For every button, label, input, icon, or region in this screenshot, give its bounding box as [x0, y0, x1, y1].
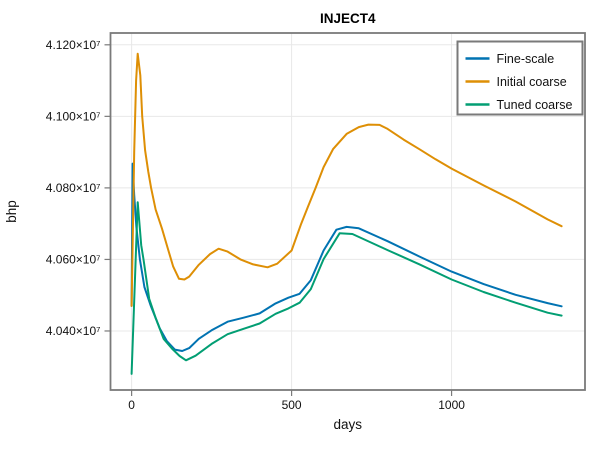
- legend-label-initial-coarse: Initial coarse: [497, 75, 567, 89]
- chart-title: INJECT4: [320, 11, 376, 26]
- gridlines: [110, 33, 585, 390]
- y-tick-label: 4.080×10⁷: [46, 181, 101, 195]
- x-tick-label: 500: [282, 398, 302, 412]
- legend: Fine-scale Initial coarse Tuned coarse: [456, 40, 584, 116]
- x-axis-label: days: [333, 417, 362, 432]
- y-axis-label: bhp: [4, 200, 19, 223]
- series-line-tuned-coarse: [130, 201, 563, 375]
- x-tick-label: 0: [128, 398, 135, 412]
- legend-label-tuned-coarse: Tuned coarse: [497, 98, 573, 112]
- y-tick-label: 4.060×10⁷: [46, 252, 101, 266]
- y-tick-label: 4.100×10⁷: [46, 109, 101, 123]
- y-tick-label: 4.120×10⁷: [46, 38, 101, 52]
- axis-ticks: 0 500 1000 4.040×10⁷ 4.060×10⁷ 4.080×10⁷ 4.100…: [46, 38, 465, 412]
- x-tick-label: 1000: [438, 398, 465, 412]
- y-tick-label: 4.040×10⁷: [46, 324, 101, 338]
- series-line-initial-coarse: [130, 52, 563, 307]
- legend-label-fine-scale: Fine-scale: [497, 52, 555, 66]
- plot-border: [109, 32, 586, 391]
- series-lines: [130, 52, 563, 375]
- legend-box: [456, 40, 584, 116]
- series-line-fine-scale: [130, 162, 563, 352]
